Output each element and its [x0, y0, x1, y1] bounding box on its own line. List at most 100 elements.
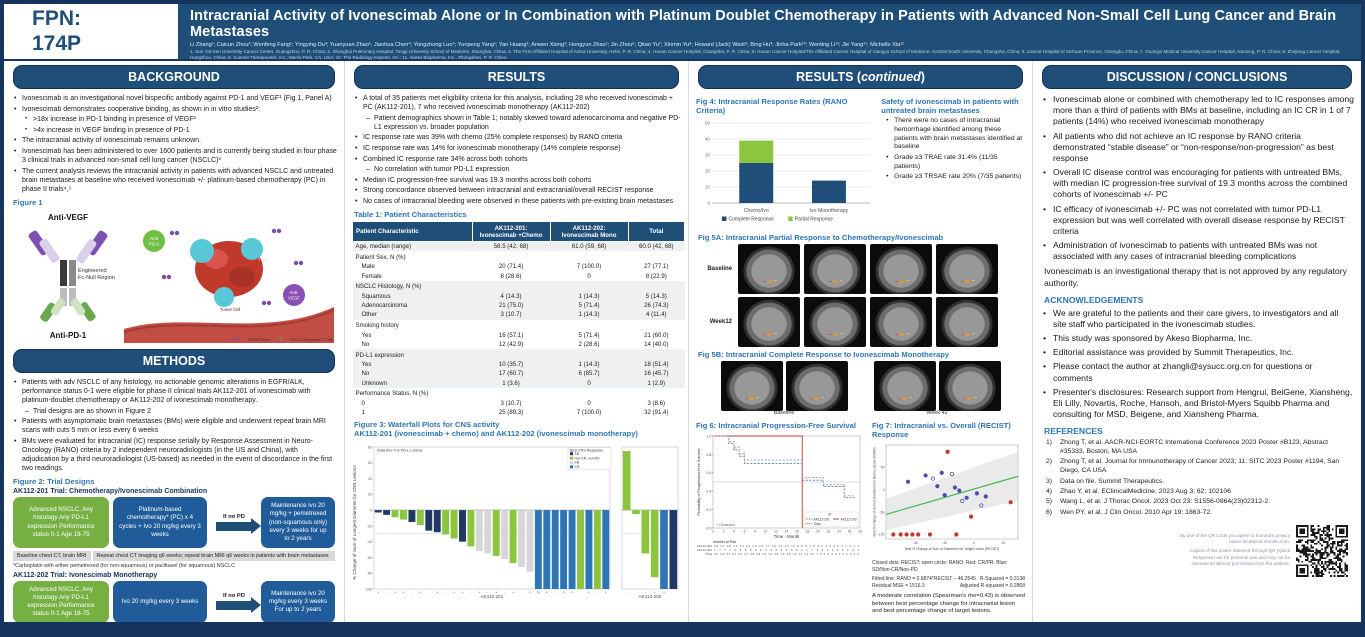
- table-row: No 12 (42.9) 2 (28.6) 14 (40.0): [353, 340, 685, 349]
- svg-text:22: 22: [827, 530, 831, 534]
- pd1-receptor-icon: Y: [278, 336, 283, 343]
- fig7-caption: Closed dots: RECIST; open circle: RANO; …: [872, 560, 1008, 573]
- methods-heading: METHODS: [13, 348, 335, 373]
- mri-scan: [870, 244, 932, 294]
- mri-scan-strip: [873, 361, 1001, 411]
- waterfall-bar: [585, 510, 593, 590]
- svg-text:+: +: [563, 591, 565, 595]
- waterfall-bar: [425, 510, 433, 531]
- svg-text:-20: -20: [367, 524, 374, 529]
- background-bullets: Ivonescimab is an investigational novel …: [9, 94, 339, 194]
- cell-value: [472, 280, 551, 292]
- waterfall-bar: [433, 510, 441, 533]
- fig4-title: Fig 4: Intracranial Response Rates (RANO…: [696, 97, 848, 115]
- trial-202-treatment-box: Ivo 20 mg/kg every 3 weeks: [113, 580, 207, 622]
- qr-disclaimer: By use of the QR Code you agree to Summi…: [1170, 533, 1290, 570]
- svg-text:Probability of Progression-Fre: Probability of Progression-Free Survival: [697, 448, 701, 515]
- waterfall-bar: [475, 510, 483, 552]
- trial-201-design: AK112-201 Trial: Chemotherapy/Ivonescima…: [13, 488, 335, 569]
- svg-text:Number at Risk: Number at Risk: [713, 540, 737, 544]
- waterfall-bar: [622, 451, 631, 511]
- figure1-caption: Figure 1: [13, 197, 43, 207]
- pd1-receptor-label: PD-1 Receptor in T Cell: [290, 337, 333, 343]
- scatter-point: [930, 476, 936, 481]
- bullet-item: Ivonescimab alone or combined with chemo…: [1042, 94, 1354, 128]
- waterfall-bar: [501, 510, 509, 560]
- fc-null-text: Engineered: [78, 268, 107, 274]
- svg-text:Data Box # is PD-L1 status: Data Box # is PD-L1 status: [377, 449, 423, 453]
- waterfall-bar: [383, 510, 391, 516]
- svg-text:+: +: [462, 591, 464, 595]
- trial-202-eligibility-box: Advanced NSCLC, Any histology Any PD-L1 …: [13, 580, 109, 622]
- svg-text:+: +: [588, 591, 590, 595]
- poster-title: Intracranial Activity of Ivonescimab Alo…: [190, 8, 1337, 40]
- svg-text:-: -: [411, 591, 412, 595]
- scatter-point: [949, 471, 955, 477]
- bullet-item: IC response rate was 14% for ivonescimab…: [354, 144, 681, 153]
- column-discussion: DISCUSSION / CONCLUSIONS Ivonescimab alo…: [1032, 61, 1361, 622]
- fig7-stats-row2: Residual MSE = 1516.3 Adjusted R-squared…: [872, 583, 1025, 590]
- table-row: Yes 16 (57.1) 5 (71.4) 21 (60.0): [353, 330, 685, 339]
- row-label: NSCLC Histology, N (%): [352, 280, 473, 292]
- waterfall-bar: [400, 510, 407, 520]
- mri-scan-strip: [738, 297, 998, 347]
- row-label: Unknown: [352, 378, 473, 388]
- svg-text:CR: CR: [575, 466, 580, 470]
- affiliation-list: 1. Sun Yat-Sen University Cancer Center,…: [190, 49, 1341, 60]
- trial-202-title: AK112-202 Trial: Ivonescimab Monotherapy: [13, 571, 158, 579]
- svg-text:30: 30: [705, 153, 711, 158]
- fig5a-week12-label: Week12: [709, 319, 732, 325]
- bullet-item: Editorial assistance was provided by Sum…: [1042, 347, 1354, 358]
- svg-text:+: +: [495, 591, 497, 595]
- scatter-point: [957, 488, 962, 493]
- svg-text:-: -: [386, 591, 387, 595]
- svg-text:28: 28: [858, 530, 862, 534]
- cell-value: 20 (71.4): [498, 263, 524, 271]
- svg-text:Total: Total: [705, 552, 712, 556]
- if-no-pd-label: If no PD: [223, 514, 245, 521]
- trial-202-maintenance-box: Maintenance ivo 20 mg/kg every 3 weeks F…: [261, 580, 335, 622]
- table-row: Male 20 (71.4) 7 (100.0) 27 (77.1): [353, 262, 685, 271]
- table-column-header: AK112-202: Ivonescimab Mono: [549, 221, 629, 243]
- trial-201-title: AK112-201 Trial: Chemotherapy/Ivonescima…: [13, 488, 208, 496]
- bullet-item: Median IC progression-free survival was …: [354, 176, 681, 185]
- mri-scan: [804, 244, 866, 294]
- fig5a-title: Fig 5A: Intracranial Partial Response to…: [698, 233, 944, 242]
- km-series-AK112-202: [713, 435, 803, 528]
- svg-text:+: +: [377, 591, 379, 595]
- mri-scan: [870, 297, 932, 347]
- stacked-bar-segment: [739, 140, 774, 163]
- svg-text:AK112-201: AK112-201: [697, 544, 713, 548]
- table-row: Age, median (range) 58.5 (42, 68) 61.0 (59…: [352, 241, 685, 252]
- bullet-item: Administration of ivonescimab to patient…: [1042, 240, 1354, 262]
- acknowledgements-heading: ACKNOWLEDGEMENTS: [1044, 294, 1144, 305]
- svg-text:-: -: [555, 591, 556, 595]
- references-list: Zhong T, et al. AACR-NCI-EORTC Internati…: [1044, 439, 1352, 517]
- svg-text:Ivo Monotherapy: Ivo Monotherapy: [810, 208, 849, 214]
- bullet-list: Ivonescimab alone or combined with chemo…: [1042, 94, 1354, 262]
- svg-text:50: 50: [705, 121, 711, 126]
- figure2-caption: Figure 2: Trial Designs: [13, 477, 95, 487]
- mri-scan: [738, 297, 800, 347]
- svg-text:0: 0: [370, 508, 373, 513]
- svg-text:50: 50: [881, 466, 885, 470]
- km-series-Total: [713, 435, 855, 497]
- cell-value: 1 (2.9): [628, 378, 685, 388]
- cell-value: 1 (14.3): [550, 359, 629, 370]
- regulatory-note: Ivonescimab is an investigational therap…: [1044, 266, 1347, 288]
- svg-text:+: +: [605, 591, 607, 595]
- anti-pd1-label: Anti-PD-1: [49, 331, 87, 341]
- trial-201-eligibility-box: Advanced NSCLC, Any histology Any PD-L1 …: [13, 497, 109, 548]
- cell-value: [550, 280, 629, 292]
- scatter-point: [939, 470, 944, 475]
- fig5b-baseline-label: Baseline: [773, 410, 795, 416]
- waterfall-bar: [492, 510, 500, 557]
- waterfall-bar: [467, 510, 475, 547]
- fig7-note: A moderate correlation (Spearman's rho=0…: [872, 593, 1025, 615]
- cell-value: [550, 388, 628, 399]
- svg-text:Total: Total: [814, 522, 821, 526]
- waterfall-bar: [534, 510, 542, 590]
- cell-value: 3 (10.7): [500, 399, 522, 407]
- sub-bullet-item: No correlation with tumor PD-L1 expressi…: [354, 165, 681, 174]
- waterfall-bar: [374, 510, 382, 513]
